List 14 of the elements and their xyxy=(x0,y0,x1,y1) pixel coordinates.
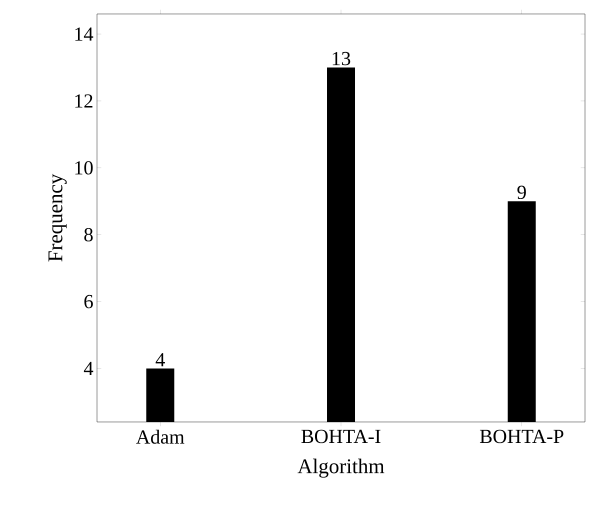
data-label: 13 xyxy=(332,52,350,66)
y-tick-label: 6 xyxy=(84,294,93,308)
x-tick-label: BOHTA-P xyxy=(480,430,564,444)
y-tick-label: 14 xyxy=(75,27,94,41)
x-tick-label: BOHTA-I xyxy=(301,430,380,444)
x-axis-title: Algorithm xyxy=(298,458,384,478)
y-tick-label: 4 xyxy=(84,362,94,376)
y-axis-title: Frequency xyxy=(48,174,67,262)
y-tick-label: 10 xyxy=(75,161,93,175)
x-tick-label: Adam xyxy=(136,430,184,444)
y-tick-label: 12 xyxy=(75,94,92,108)
y-tick-label: 8 xyxy=(84,228,93,242)
data-label: 9 xyxy=(517,186,526,200)
data-label: 4 xyxy=(156,353,165,366)
